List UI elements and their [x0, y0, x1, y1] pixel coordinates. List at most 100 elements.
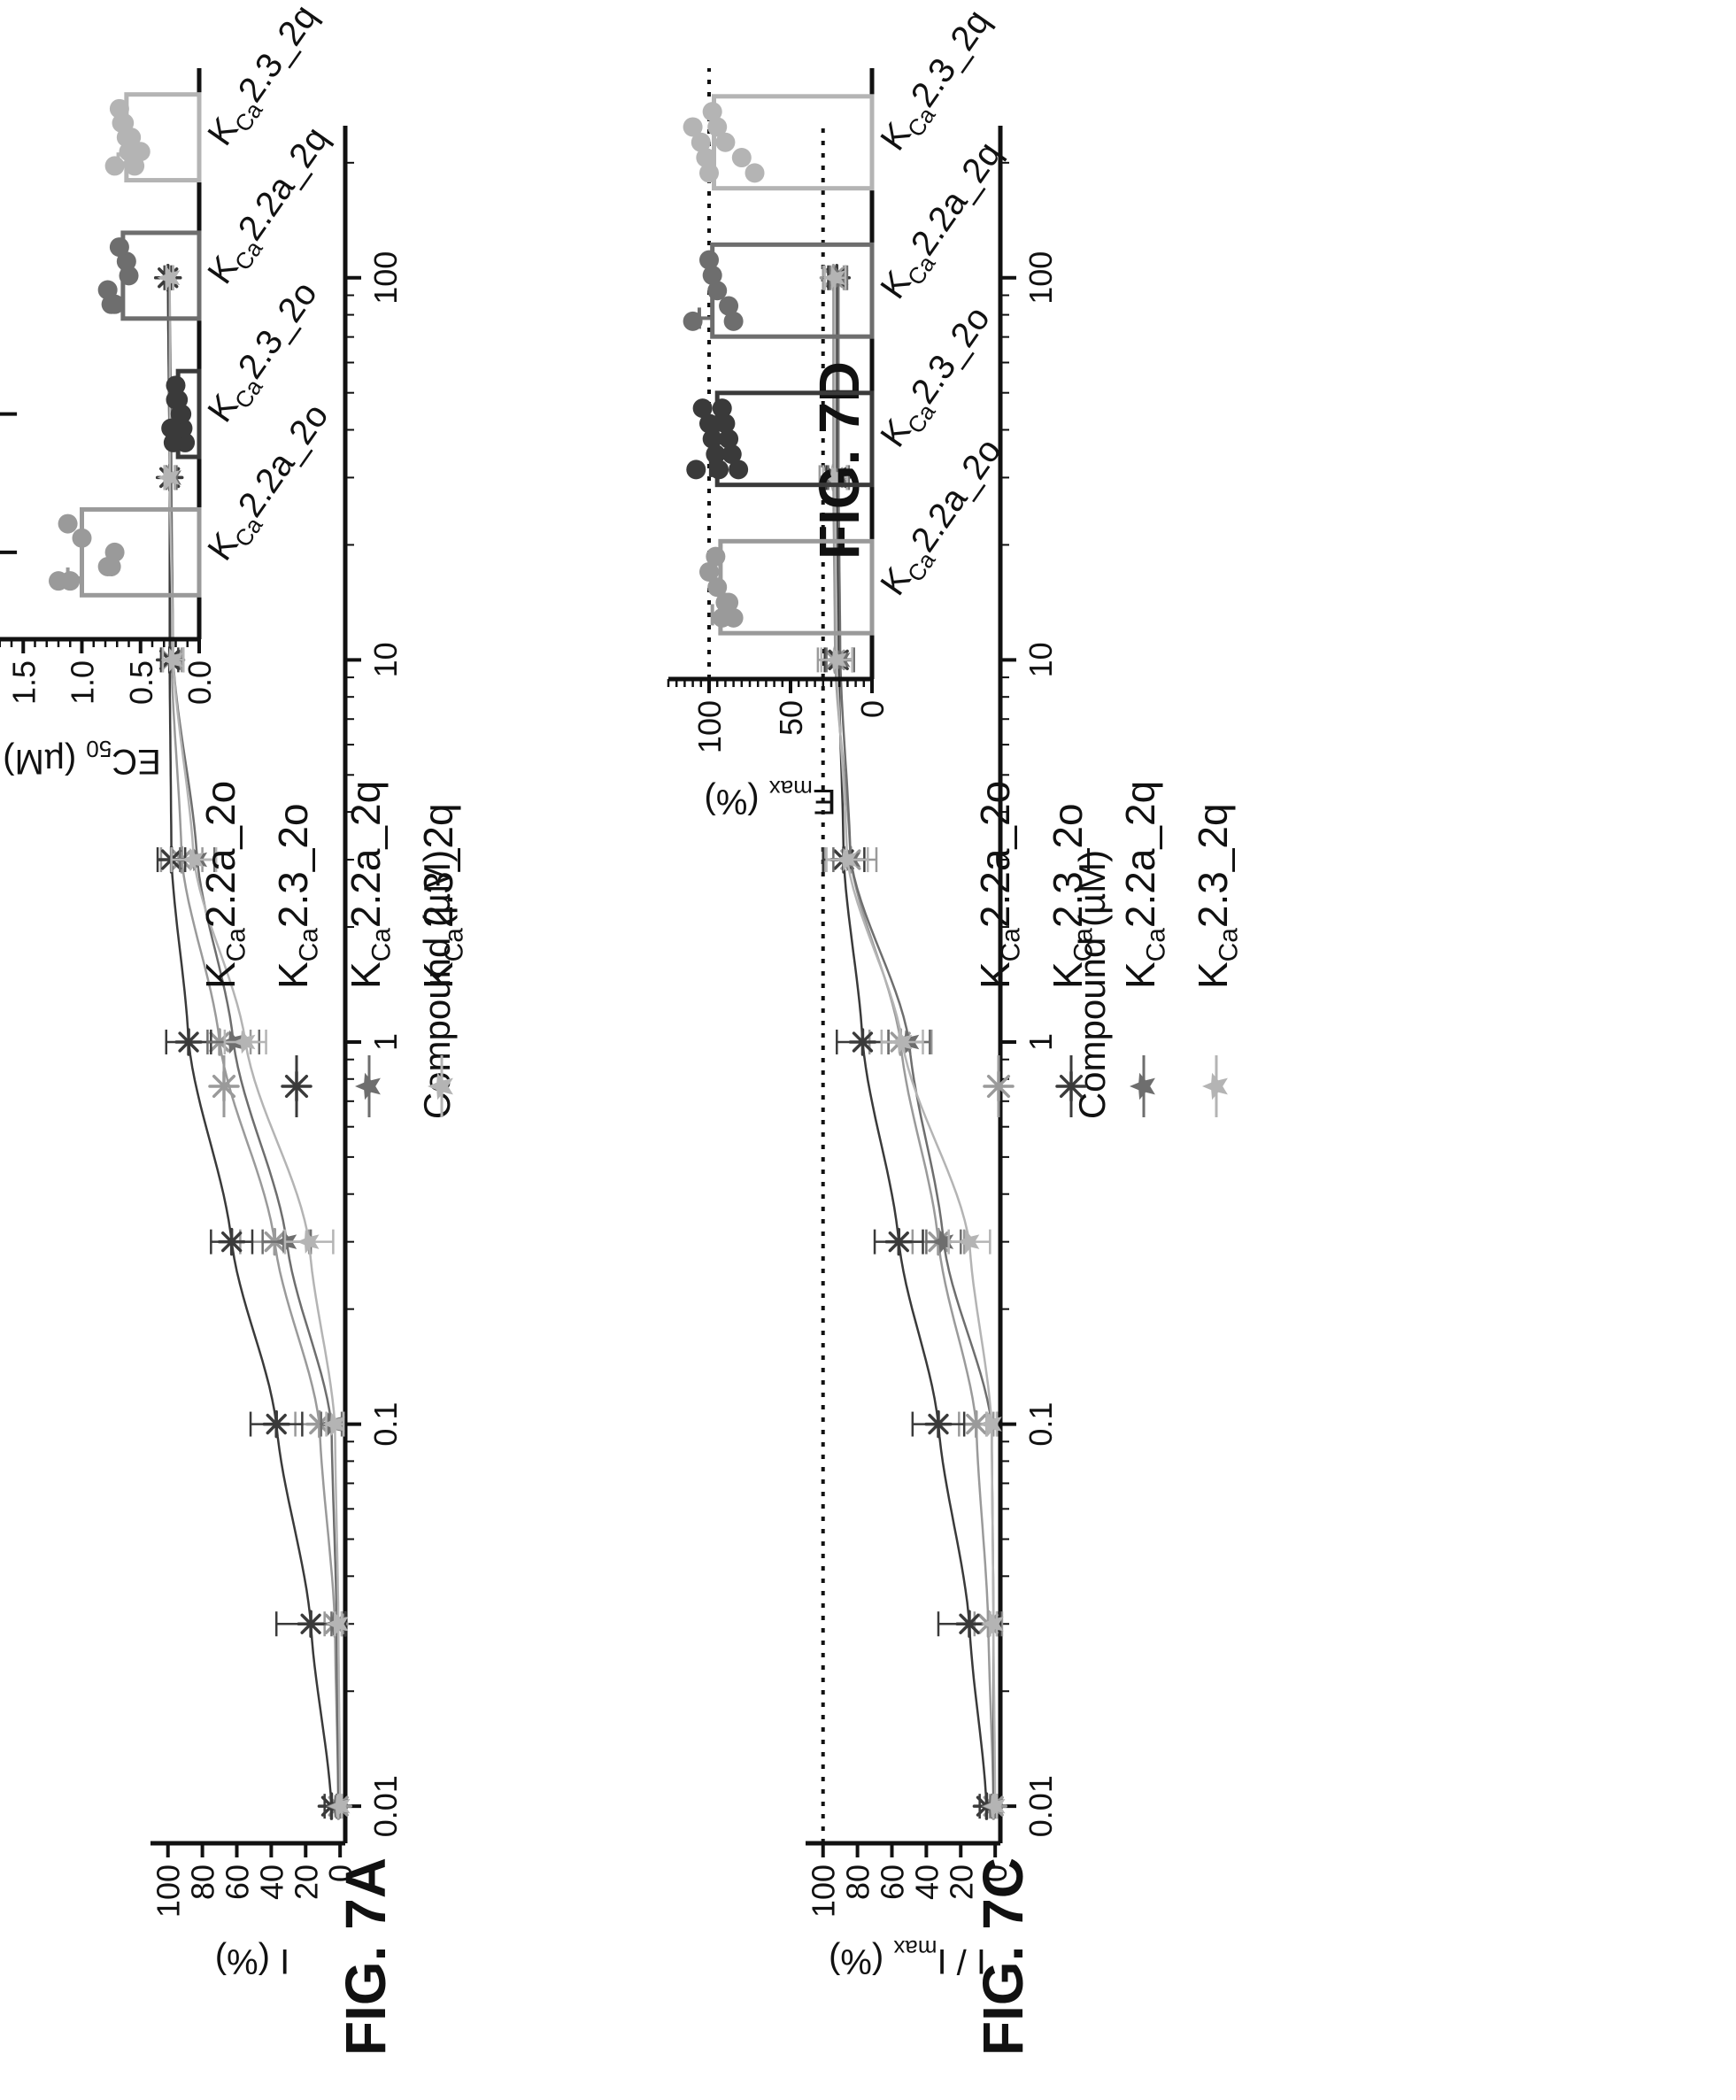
data-dot — [109, 237, 129, 258]
x-tick-label: 10 — [1022, 642, 1059, 677]
x-tick-label: 0.1 — [1022, 1402, 1059, 1447]
y-axis-label: Emax (%) — [704, 776, 836, 821]
y-tick-label: 50 — [773, 700, 809, 736]
data-point — [924, 1409, 953, 1439]
x-category-label: KCa2.2a_2q — [873, 135, 1014, 310]
data-point-stroke — [888, 1231, 909, 1253]
data-point-shape — [834, 847, 858, 872]
legend-bottom: KCa2.2a_2o KCa2.3_2o KCa2.2a_2q KCa2.3_2q — [972, 781, 1244, 1117]
data-point-stroke — [959, 1613, 980, 1634]
x-axis-label: Compound (µM) — [416, 850, 458, 1119]
data-point — [217, 1227, 246, 1256]
data-dot — [49, 571, 68, 591]
legend-marker — [208, 1070, 240, 1102]
data-point-shape — [233, 1030, 256, 1054]
data-dot — [101, 557, 121, 577]
data-dot — [130, 142, 150, 162]
data-point — [181, 847, 204, 872]
data-point — [297, 1610, 325, 1638]
data-dot — [707, 117, 728, 137]
data-dot — [696, 148, 716, 168]
legend-marker-shape — [355, 1072, 381, 1100]
legend-label: KCa2.3_2q — [415, 803, 469, 989]
data-dot — [712, 398, 732, 419]
data-dot — [699, 250, 719, 270]
data-dot — [109, 98, 129, 119]
y-tick-label: 0.0 — [181, 660, 218, 705]
legend-marker — [983, 1070, 1015, 1102]
data-dot — [58, 513, 78, 534]
data-point — [983, 1794, 1006, 1818]
data-dot — [702, 428, 722, 449]
data-point-shape — [322, 1412, 345, 1436]
data-dot — [721, 444, 742, 465]
data-dot — [101, 294, 121, 314]
data-dot — [706, 546, 726, 567]
data-dot — [699, 561, 719, 582]
data-point-shape — [824, 648, 847, 672]
data-point-shape — [157, 466, 180, 490]
data-dot — [699, 413, 719, 434]
panel-title: FIG. 7A — [334, 1857, 397, 2056]
data-dot — [719, 428, 739, 449]
data-dot — [715, 413, 736, 434]
data-point — [157, 266, 180, 290]
data-dot — [683, 311, 703, 331]
data-point-shape — [979, 1412, 1002, 1436]
y-tick-label: 0.5 — [123, 660, 159, 705]
panel-title: FIG. 7C — [971, 1857, 1035, 2056]
legend-marker-shape — [1202, 1072, 1228, 1100]
y-tick-label: 0 — [977, 1865, 1014, 1882]
data-dot — [104, 156, 125, 176]
data-point-shape — [157, 266, 180, 290]
data-point-shape — [297, 1230, 320, 1254]
data-point-shape — [822, 266, 845, 290]
data-dot — [702, 265, 722, 285]
y-axis-label: I / Imax (%) — [829, 1935, 986, 1980]
y-tick-label: 60 — [220, 1865, 256, 1900]
data-dot — [706, 444, 726, 465]
data-dot — [119, 266, 139, 286]
data-point — [957, 1230, 980, 1254]
x-tick-label: 1 — [1022, 1033, 1059, 1051]
data-dot — [692, 398, 713, 419]
legend-top: KCa2.2a_2o KCa2.3_2o KCa2.2a_2q KCa2.3_2q — [197, 781, 469, 1117]
bar-group-KCa2.3_2q — [683, 94, 875, 191]
legend-marker — [1202, 1072, 1228, 1100]
data-point — [824, 648, 847, 672]
data-point — [955, 1610, 984, 1638]
panel-7a: FIG. 7A0204060801000.010.1110100Compound… — [150, 126, 458, 2056]
data-point — [326, 1611, 349, 1636]
x-tick-label: 0.01 — [367, 1775, 404, 1837]
legend-label: KCa2.3_2o — [270, 803, 324, 989]
data-point — [884, 1227, 914, 1256]
data-point-stroke — [966, 1413, 987, 1435]
legend-label: KCa2.2a_2q — [1117, 781, 1171, 989]
legend-marker-stroke — [986, 1074, 1011, 1099]
data-dot — [723, 311, 744, 331]
data-point-shape — [160, 648, 183, 672]
data-dot — [731, 148, 752, 168]
data-dot — [699, 163, 719, 183]
bar-group-KCa2.2a_2o — [49, 506, 202, 598]
bar — [80, 506, 202, 598]
y-axis-label: EC50 (µM) — [3, 736, 161, 781]
data-point-shape — [181, 847, 204, 872]
series-KCa2.3_2q — [820, 265, 1006, 1819]
data-point-shape — [890, 1030, 913, 1054]
data-point-shape — [983, 1794, 1006, 1818]
data-dot — [121, 127, 142, 148]
data-point — [981, 1611, 1004, 1636]
y-tick-label: 1.0 — [65, 660, 101, 705]
data-point — [262, 1409, 290, 1439]
data-dot — [702, 102, 722, 122]
data-dot — [163, 432, 183, 452]
data-dot — [161, 418, 181, 438]
data-point-stroke — [928, 1413, 949, 1435]
data-dot — [715, 132, 736, 152]
legend-marker-stroke — [284, 1074, 309, 1099]
legend-marker-stroke — [212, 1074, 236, 1099]
data-dot — [729, 459, 749, 480]
x-axis-label: Compound (µM) — [1071, 850, 1113, 1119]
